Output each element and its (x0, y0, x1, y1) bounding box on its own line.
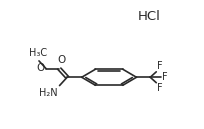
Text: H₂N: H₂N (39, 88, 58, 98)
Text: O: O (37, 63, 45, 73)
Text: HCl: HCl (138, 10, 161, 22)
Text: F: F (162, 72, 168, 82)
Text: O: O (57, 55, 65, 65)
Text: F: F (157, 61, 163, 71)
Text: F: F (157, 83, 163, 94)
Text: H₃C: H₃C (29, 48, 47, 58)
